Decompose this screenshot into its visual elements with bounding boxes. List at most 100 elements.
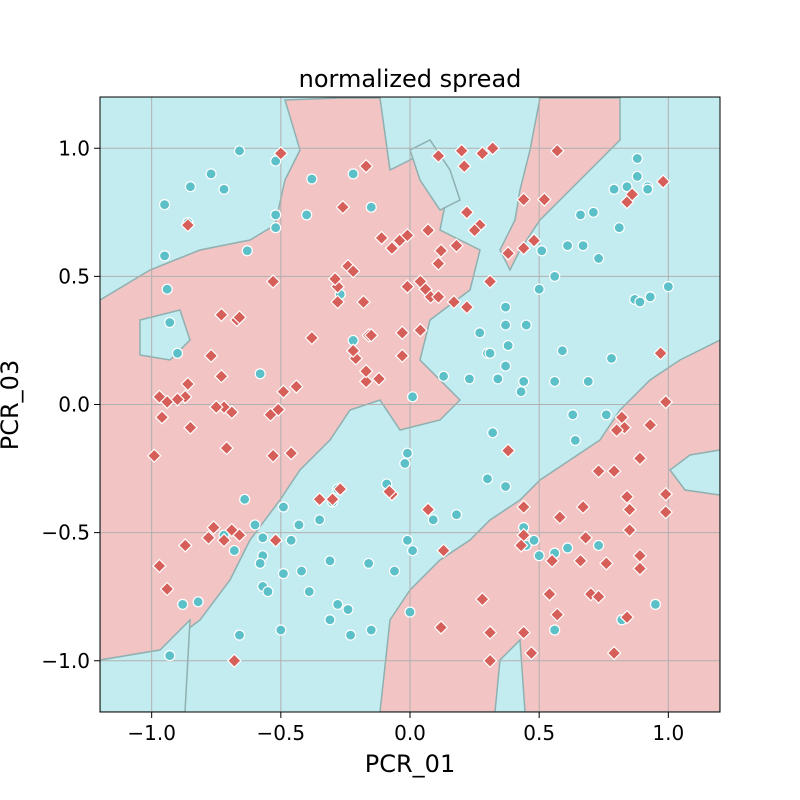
- circle-point: [484, 347, 496, 359]
- diamond-point: [288, 379, 304, 394]
- y-tick-label: 0.5: [58, 264, 90, 288]
- diamond-point: [516, 240, 532, 256]
- diamond-point: [436, 543, 451, 558]
- diamond-point: [573, 553, 588, 569]
- circle-point: [605, 352, 618, 364]
- diamond-point: [614, 409, 630, 425]
- diamond-point: [524, 645, 539, 661]
- diamond-point: [459, 204, 475, 220]
- diamond-point: [619, 489, 635, 505]
- diamond-point: [214, 368, 229, 384]
- diamond-point: [232, 527, 247, 543]
- diamond-point: [159, 581, 175, 597]
- circle-point: [613, 222, 625, 234]
- diamond-point: [642, 417, 658, 433]
- region-cyan-upper-island: [409, 139, 461, 211]
- circle-point: [631, 170, 643, 183]
- circle-point: [254, 368, 266, 380]
- circle-point: [241, 245, 253, 257]
- circle-point: [631, 152, 643, 165]
- circle-point: [437, 370, 450, 382]
- diamond-point: [575, 499, 591, 515]
- diamond-point: [431, 148, 446, 164]
- region-cyan-right-island: [668, 449, 720, 496]
- diamond-point: [516, 499, 532, 515]
- diamond-point: [358, 158, 374, 174]
- diamond-point: [154, 409, 170, 425]
- x-tick-label: 0.5: [523, 721, 555, 745]
- diamond-point: [598, 556, 614, 571]
- diamond-point: [482, 274, 498, 289]
- circle-point: [324, 555, 336, 567]
- diamond-point: [536, 192, 552, 207]
- circle-point: [536, 245, 548, 257]
- diamond-point: [394, 325, 410, 341]
- circle-point: [592, 539, 605, 552]
- diamond-point: [655, 174, 671, 189]
- y-axis-ticks: −1.0 −0.5 0.0 0.5 1.0: [41, 136, 100, 673]
- diamond-point: [216, 532, 232, 548]
- diamond-point: [268, 532, 284, 548]
- circle-point: [561, 240, 574, 252]
- circle-point: [257, 532, 269, 544]
- diamond-point: [433, 620, 449, 635]
- diamond-point: [371, 371, 387, 387]
- circle-point: [406, 544, 419, 557]
- chart-title: normalized spread: [299, 65, 522, 93]
- diamond-point: [201, 530, 216, 546]
- circle-point: [587, 206, 600, 218]
- diamond-point: [606, 463, 622, 479]
- circle-point: [549, 375, 561, 388]
- diamond-point: [544, 553, 560, 569]
- diamond-point: [474, 146, 490, 161]
- circle-point: [642, 183, 654, 195]
- circle-point: [228, 544, 240, 557]
- circle-point: [567, 409, 579, 421]
- diamond-point: [214, 307, 229, 323]
- circle-point: [277, 501, 290, 513]
- diamond-point: [658, 486, 674, 502]
- diamond-point: [183, 420, 198, 435]
- y-tick-label: −0.5: [41, 521, 90, 545]
- diamond-point: [459, 299, 475, 315]
- diamond-point: [283, 445, 299, 461]
- diamond-point: [653, 345, 668, 361]
- diamond-point: [658, 394, 674, 410]
- y-tick-label: −1.0: [41, 649, 90, 673]
- diamond-point: [549, 607, 565, 622]
- circle-point: [285, 534, 297, 546]
- diamond-point: [312, 491, 327, 507]
- diamond-point: [467, 222, 482, 238]
- diamond-point: [180, 376, 196, 392]
- x-tick-label: 0.0: [394, 721, 426, 745]
- x-axis-label: PCR_01: [365, 750, 455, 778]
- region-cyan-bottom-island: [494, 638, 526, 712]
- circle-point: [499, 480, 512, 493]
- x-tick-label: −1.0: [127, 721, 176, 745]
- circle-point: [293, 519, 305, 531]
- diamond-point: [485, 140, 501, 156]
- circle-point: [233, 145, 246, 157]
- circle-point: [158, 199, 171, 211]
- circle-point: [164, 650, 176, 662]
- diamond-point: [304, 330, 320, 346]
- circle-point: [270, 155, 282, 167]
- diamond-point: [325, 491, 340, 507]
- circle-point: [324, 614, 336, 626]
- circle-point: [608, 183, 620, 195]
- circle-point: [582, 375, 594, 388]
- diamond-point: [449, 238, 464, 253]
- circle-point: [344, 629, 357, 641]
- circle-point: [533, 283, 545, 295]
- circle-point: [487, 427, 499, 439]
- circle-point: [427, 514, 439, 526]
- diamond-point: [335, 199, 351, 215]
- circle-point: [295, 565, 308, 577]
- diamond-point: [516, 192, 532, 207]
- diamond-point: [384, 240, 400, 256]
- diamond-point: [609, 422, 625, 438]
- diamond-point: [431, 289, 446, 305]
- circle-point: [502, 339, 514, 352]
- diamond-point: [374, 230, 389, 246]
